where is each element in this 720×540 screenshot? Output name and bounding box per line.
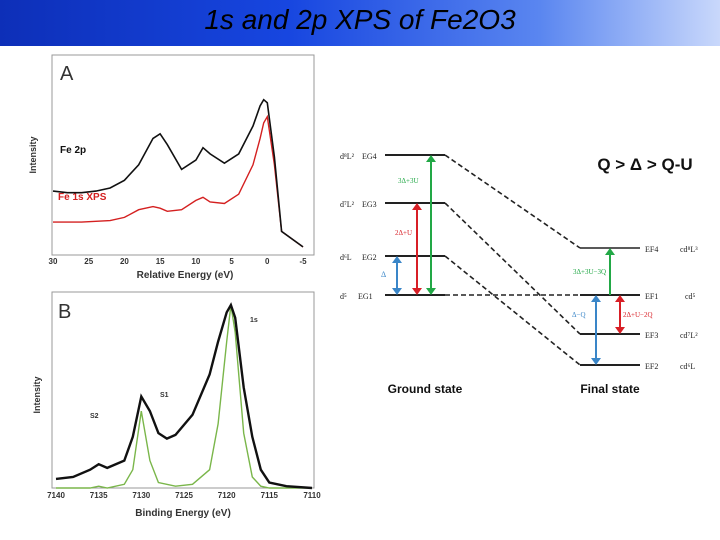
legend-fe1s: Fe 1s XPS <box>58 192 107 203</box>
name-ef4: EF4 <box>645 245 658 254</box>
final-levels: EF4 cd⁸L³ EF1 cd⁵ EF3 cd⁷L² EF2 cd⁶L <box>580 245 698 371</box>
config-eg4: d⁸L² <box>340 152 355 161</box>
name-ef1: EF1 <box>645 292 658 301</box>
arrow-3d3u3q-head-up <box>605 248 615 255</box>
arrow-dq-head-up <box>591 295 601 302</box>
panel-a-xlabel: Relative Energy (eV) <box>137 270 234 281</box>
name-eg3: EG3 <box>362 200 377 209</box>
connector-eg3-ef3 <box>444 202 581 335</box>
config-eg2: d⁶L <box>340 253 352 262</box>
x-tick-label: 10 <box>191 257 200 266</box>
panel-b: B Intensity 7140 7135 7130 7125 7120 7115 7110… <box>32 291 321 519</box>
x-tick-label: 30 <box>49 257 58 266</box>
panel-a-label: A <box>60 63 74 85</box>
arrow-2du2q-head-down <box>615 327 625 334</box>
label-2du: 2Δ+U <box>395 229 412 237</box>
name-ef3: EF3 <box>645 331 658 340</box>
arrow-3d3u-head-down <box>426 288 436 295</box>
config-ef3: cd⁷L² <box>680 331 698 340</box>
series-fit-line <box>56 304 312 489</box>
final-state-label: Final state <box>580 382 640 396</box>
arrow-2du2q-head-up <box>615 295 625 302</box>
ground-arrows: 3Δ+3U 2Δ+U Δ <box>381 155 436 295</box>
x-tick-label: 15 <box>156 257 165 266</box>
series-data-line <box>55 302 313 490</box>
x-tick-label: 7110 <box>303 491 321 500</box>
config-eg1: d⁵ <box>340 292 347 301</box>
config-ef2: cd⁶L <box>680 362 695 371</box>
x-tick-label: 0 <box>265 257 270 266</box>
peak-label-s1: S1 <box>160 392 169 399</box>
condition-text: Q > Δ > Q-U <box>597 155 692 174</box>
panel-b-xlabel: Binding Energy (eV) <box>135 508 231 519</box>
arrow-2du-head-up <box>412 203 422 210</box>
dashed-connectors <box>444 154 581 366</box>
panel-b-frame <box>51 291 315 489</box>
name-ef2: EF2 <box>645 362 658 371</box>
series-fe1s-line <box>53 114 304 248</box>
connector-eg2-ef2 <box>444 255 581 366</box>
x-tick-label: 7140 <box>47 491 65 500</box>
arrow-d-head-up <box>392 256 402 263</box>
x-tick-label: 20 <box>120 257 129 266</box>
arrow-2du-head-down <box>412 288 422 295</box>
x-tick-label: 7115 <box>261 491 279 500</box>
x-tick-label: 7120 <box>218 491 236 500</box>
ground-state-label: Ground state <box>388 382 463 396</box>
x-tick-label: 5 <box>229 257 234 266</box>
panel-b-ylabel: Intensity <box>32 376 42 413</box>
label-2du2q: 2Δ+U−2Q <box>623 311 653 319</box>
peak-label-1s: 1s <box>250 317 258 324</box>
slide-title: 1s and 2p XPS of Fe2O3 <box>204 4 516 35</box>
panel-a-plot <box>52 98 304 248</box>
legend-fe2p: Fe 2p <box>60 145 86 156</box>
config-eg3: d⁷L² <box>340 200 355 209</box>
name-eg2: EG2 <box>362 253 377 262</box>
arrow-d-head-down <box>392 288 402 295</box>
x-tick-label: -5 <box>299 257 307 266</box>
energy-diagram: Q > Δ > Q-U d⁸L² EG4 d⁷L² EG3 d⁶L EG2 d⁵… <box>340 152 698 396</box>
label-dq: Δ−Q <box>572 311 586 319</box>
x-tick-label: 7135 <box>90 491 108 500</box>
peak-label-s2: S2 <box>90 413 99 420</box>
arrow-3d3u-head-up <box>426 155 436 162</box>
panel-a-xticks: 30 25 20 15 10 5 0 -5 <box>49 257 308 266</box>
panel-b-label: B <box>58 301 71 323</box>
x-tick-label: 25 <box>84 257 93 266</box>
config-ef4: cd⁸L³ <box>680 245 698 254</box>
ground-levels: d⁸L² EG4 d⁷L² EG3 d⁶L EG2 d⁵ EG1 <box>340 152 445 301</box>
panel-b-xticks: 7140 7135 7130 7125 7120 7115 7110 <box>47 491 321 500</box>
name-eg4: EG4 <box>362 152 377 161</box>
x-tick-label: 7130 <box>132 491 150 500</box>
series-fe2p-line <box>52 98 304 248</box>
arrow-dq-head-down <box>591 358 601 365</box>
label-3d3u3q: 3Δ+3U−3Q <box>573 268 606 276</box>
x-tick-label: 7125 <box>175 491 193 500</box>
name-eg1: EG1 <box>358 292 373 301</box>
title-bar <box>0 0 720 46</box>
panel-b-plot <box>55 302 313 490</box>
final-arrows: 3Δ+3U−3Q 2Δ+U−2Q Δ−Q <box>572 248 653 365</box>
panel-a: A Intensity 30 25 20 15 10 5 0 -5 Relative Ener… <box>28 54 315 281</box>
label-3d3u: 3Δ+3U <box>398 177 419 185</box>
config-ef1: cd⁵ <box>685 292 696 301</box>
connector-eg4-ef4 <box>444 154 581 249</box>
panel-a-ylabel: Intensity <box>28 136 38 173</box>
label-d: Δ <box>381 270 386 279</box>
